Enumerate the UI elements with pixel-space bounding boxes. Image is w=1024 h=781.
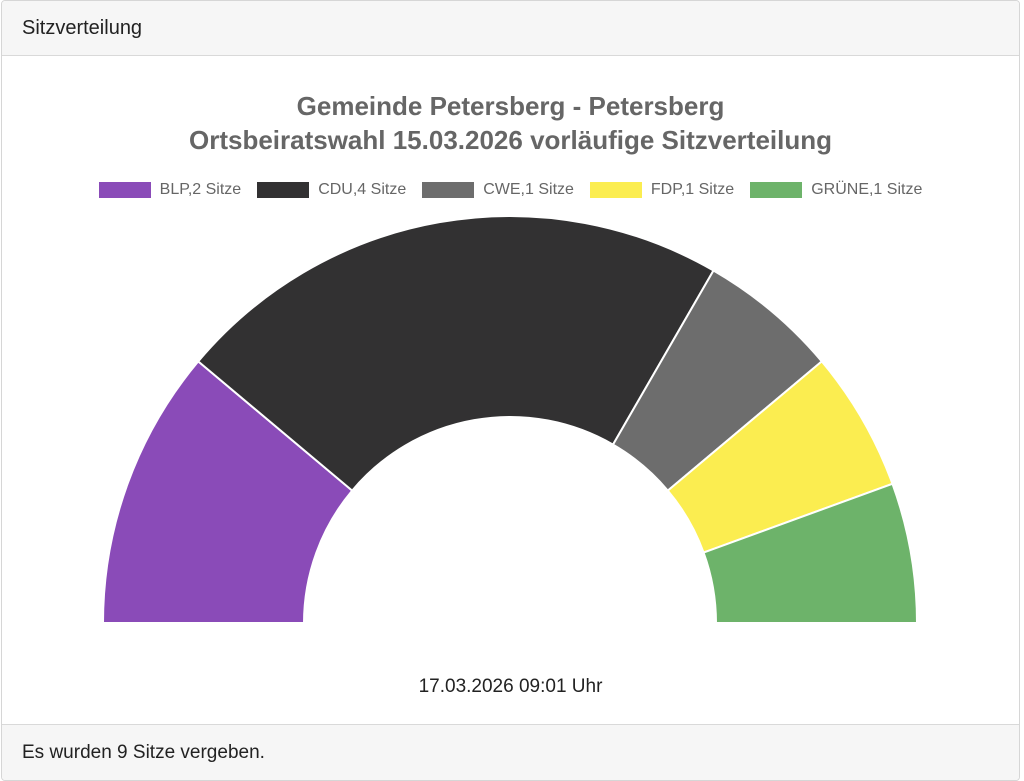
legend-swatch-blp [98, 182, 151, 198]
legend-item-fdp[interactable]: FDP,1 Sitze [589, 181, 735, 199]
chart-area: Gemeinde Petersberg - Petersberg Ortsbei… [2, 56, 1019, 724]
legend-label-blp: BLP,2 Sitze [159, 181, 242, 198]
legend-label-cdu: CDU,4 Sitze [318, 181, 407, 198]
legend-swatch-cdu [257, 182, 310, 198]
legend-item-gruene[interactable]: GRÜNE,1 Sitze [750, 181, 922, 199]
card-header-title: Sitzverteilung [22, 16, 143, 39]
footer-summary-text: Es wurden 9 Sitze vergeben. [22, 741, 265, 763]
chart-title-line-2: Ortsbeiratswahl 15.03.2026 vorläufige Si… [188, 125, 833, 155]
legend-item-cwe[interactable]: CWE,1 Sitze [422, 181, 574, 199]
seat-distribution-semicircle-chart [101, 215, 919, 624]
slice-gruene[interactable] [702, 482, 919, 624]
legend-swatch-gruene [750, 182, 803, 198]
card-header: Sitzverteilung [2, 1, 1019, 56]
legend-item-blp[interactable]: BLP,2 Sitze [98, 181, 242, 199]
chart-legend: BLP,2 Sitze CDU,4 Sitze CWE,1 Sitze FDP,… [2, 181, 1019, 199]
card-footer: Es wurden 9 Sitze vergeben. [2, 724, 1019, 780]
legend-swatch-cwe [422, 182, 475, 198]
chart-timestamp: 17.03.2026 09:01 Uhr [418, 676, 603, 697]
legend-label-fdp: FDP,1 Sitze [650, 181, 735, 198]
chart-title-line-1: Gemeinde Petersberg - Petersberg [296, 91, 725, 121]
legend-label-gruene: GRÜNE,1 Sitze [811, 181, 923, 198]
legend-item-cdu[interactable]: CDU,4 Sitze [257, 181, 406, 199]
legend-label-cwe: CWE,1 Sitze [483, 181, 574, 198]
slice-cdu[interactable] [196, 215, 715, 492]
legend-swatch-fdp [589, 182, 642, 198]
